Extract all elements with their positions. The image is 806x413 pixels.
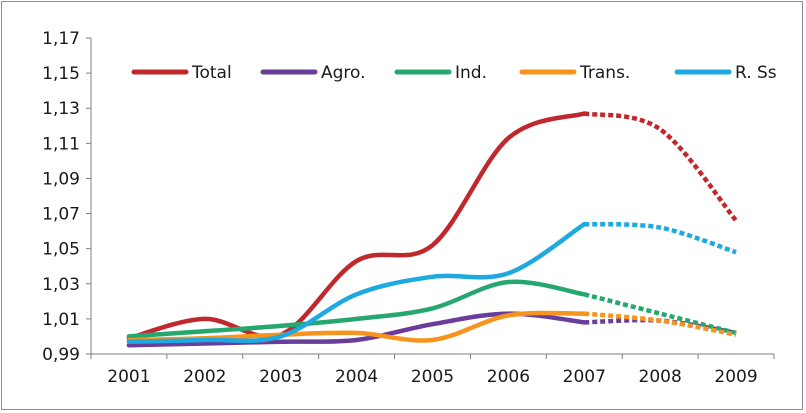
y-tick-label: 1,03: [42, 275, 80, 295]
legend-label-agro: Agro.: [321, 63, 366, 83]
series-line-projected-trans: [584, 311, 737, 337]
y-tick-label: 1,05: [42, 240, 80, 260]
y-tick-label: 1,09: [42, 169, 80, 189]
series-line-ind: [126, 279, 587, 339]
legend-label-ind: Ind.: [455, 63, 487, 83]
chart-legend: Total Agro. Ind. Trans. R. Ss: [131, 63, 777, 83]
series-line-r-ss: [126, 221, 587, 344]
x-tick-label: 2005: [411, 367, 454, 387]
x-tick-label: 2007: [563, 367, 606, 387]
y-tick-label: 1,15: [42, 64, 80, 84]
x-tick-label: 2003: [259, 367, 302, 387]
legend-label-total: Total: [191, 63, 232, 83]
legend-label-r-ss: R. Ss: [735, 63, 777, 83]
y-tick-label: 1,01: [42, 310, 80, 330]
y-tick-label: 1,11: [42, 134, 80, 154]
series-line-projected-total: [583, 111, 738, 223]
x-tick-label: 2002: [183, 367, 226, 387]
series-line-projected-ind: [583, 292, 737, 336]
y-axis-ticks: 0,99 1,01 1,03 1,05 1,07 1,09 1,11 1,13 1,15 1,17: [42, 29, 91, 365]
y-tick-label: 1,17: [42, 29, 80, 49]
x-tick-label: 2008: [639, 367, 682, 387]
chart-series: [126, 111, 738, 348]
y-tick-label: 0,99: [42, 345, 80, 365]
x-tick-label: 2006: [487, 367, 530, 387]
legend-label-trans: Trans.: [579, 63, 630, 83]
x-tick-label: 2001: [107, 367, 150, 387]
series-line-projected-r-ss: [584, 221, 737, 255]
x-tick-label: 2004: [335, 367, 378, 387]
chart-axes: [90, 38, 774, 355]
x-tick-label: 2009: [714, 367, 757, 387]
y-tick-label: 1,13: [42, 99, 80, 119]
x-axis-ticks: 2001 2002 2003 2004 2005 2006 2007 2008 2009: [90, 354, 775, 387]
series-line-total: [126, 111, 587, 341]
y-tick-label: 1,07: [42, 205, 80, 225]
